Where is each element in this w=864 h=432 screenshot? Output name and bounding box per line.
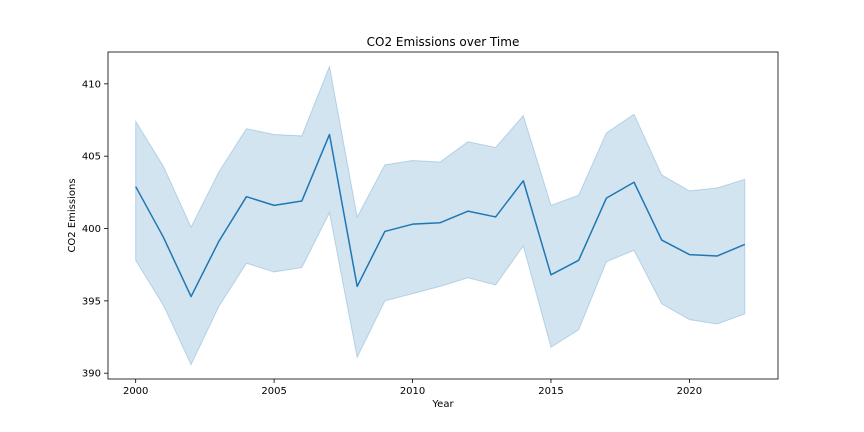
x-tick-label: 2000	[123, 386, 148, 397]
chart-title: CO2 Emissions over Time	[367, 35, 520, 49]
plot-frame	[107, 51, 779, 380]
x-tick-label: 2015	[538, 386, 563, 397]
confidence-band-layer	[135, 64, 746, 366]
x-tick-label: 2020	[677, 386, 702, 397]
x-tick-label: 2010	[400, 386, 425, 397]
confidence-band	[135, 64, 746, 366]
y-tick-label: 390	[82, 369, 101, 380]
y-axis-label: CO2 Emissions	[67, 178, 78, 252]
y-tick-label: 410	[82, 79, 101, 90]
x-axis-label: Year	[431, 399, 454, 410]
series-line-layer	[135, 133, 746, 298]
x-tick-label: 2005	[261, 386, 286, 397]
y-axis-ticks: 390 395 400 405 410	[82, 79, 108, 380]
x-axis-ticks: 2000 2005 2010 2015 2020	[123, 379, 702, 397]
y-tick-label: 400	[82, 224, 101, 235]
y-tick-label: 405	[82, 152, 101, 163]
y-tick-label: 395	[82, 296, 101, 307]
plot-background	[108, 52, 778, 379]
